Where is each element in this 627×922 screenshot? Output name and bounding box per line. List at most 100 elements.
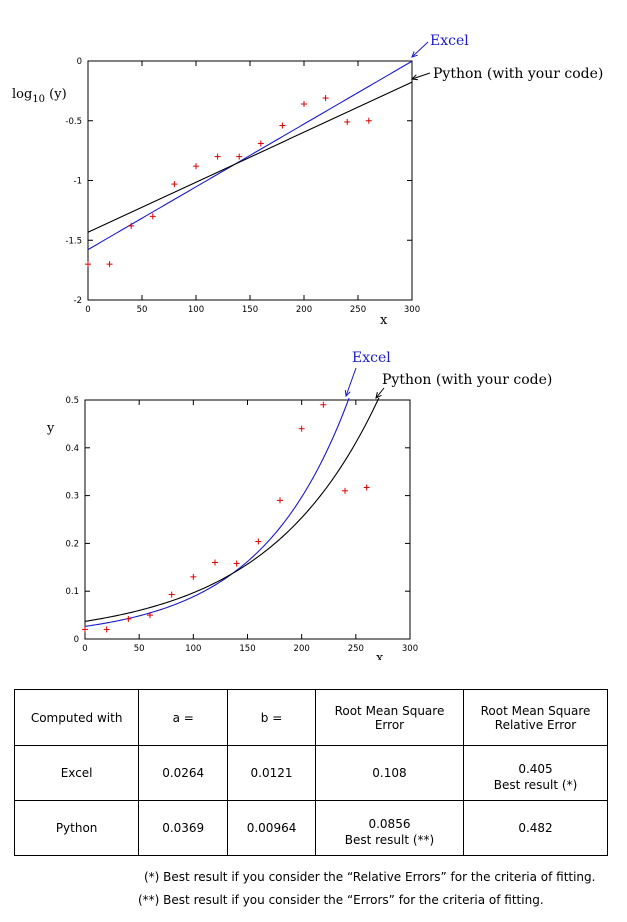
log-chart: log10 (y) x Excel Python (with your code… — [12, 33, 603, 328]
linear-chart-xtick-label: 300 — [402, 644, 418, 654]
results-table: Computed with a = b = Root Mean Square E… — [13, 689, 608, 856]
cell-b: 0.0121 — [227, 745, 316, 801]
cell-rmse-value: 0.0856 — [368, 817, 411, 831]
linear-chart-xtick-label: 200 — [294, 644, 310, 654]
linear-chart-data-point — [277, 497, 283, 504]
footnote-errors: (**) Best result if you consider the “Er… — [138, 893, 544, 907]
log-chart-xtick-label: 150 — [242, 305, 258, 315]
linear-chart-data-point — [82, 626, 88, 633]
log-chart-data-point — [106, 261, 113, 268]
linear-chart-excel-curve — [85, 398, 350, 627]
log-chart-data-point — [236, 153, 243, 160]
log-chart-data-point — [365, 117, 372, 124]
cell-rmsre: 0.405 Best result (*) — [463, 745, 608, 801]
log-chart-xtick-label: 300 — [404, 305, 420, 315]
cell-a: 0.0369 — [138, 800, 229, 856]
cell-rmsre-note: Best result (*) — [493, 778, 578, 792]
log-chart-data-point — [193, 163, 199, 170]
log-chart-excel-label: Excel — [430, 33, 469, 49]
log-chart-data-point — [322, 95, 329, 102]
log-chart-excel-arrow — [411, 41, 429, 58]
log-chart-frame — [87, 60, 413, 301]
linear-chart-python-arrow-head — [375, 392, 382, 399]
linear-chart-data-point — [103, 626, 110, 633]
table-header-row: Computed with a = b = Root Mean Square E… — [13, 689, 608, 746]
log-chart-xtick-label: 0 — [85, 305, 90, 315]
linear-chart-excel-arrow-head — [344, 389, 351, 398]
log-chart-data-point — [128, 222, 135, 229]
linear-chart-ytick-label: 0.3 — [65, 492, 79, 502]
linear-chart-xtick-label: 100 — [185, 644, 201, 654]
linear-chart: y x Excel Python (with your code) 0 50 100… — [46, 350, 552, 660]
log-chart-data-point — [257, 140, 264, 147]
linear-chart-data-point — [190, 573, 197, 580]
log-chart-xtick-label: 100 — [188, 305, 204, 315]
log-chart-python-curve — [88, 81, 413, 233]
header-a: a = — [138, 689, 229, 746]
log-chart-xtick-label: 250 — [350, 305, 366, 315]
cell-rmse: 0.0856 Best result (**) — [314, 800, 465, 856]
header-b: b = — [227, 689, 316, 746]
log-chart-data-point — [171, 181, 178, 188]
linear-chart-python-arrow — [375, 387, 385, 399]
log-chart-data-point — [214, 153, 221, 160]
log-chart-python-label: Python (with your code) — [433, 66, 603, 82]
log-chart-python-arrow-head — [410, 74, 419, 81]
linear-chart-xtick-label: 50 — [134, 644, 145, 654]
linear-chart-ytick-label: 0.4 — [65, 444, 79, 454]
table-row: Python 0.0369 0.00964 0.0856 Best result… — [13, 800, 608, 856]
header-rmsre: Root Mean Square Relative Error — [463, 689, 608, 746]
log-chart-xtick-label: 50 — [137, 305, 148, 315]
header-rmse: Root Mean Square Error — [314, 689, 465, 746]
linear-chart-data-point — [125, 615, 132, 622]
log-chart-python-arrow — [411, 72, 431, 80]
cell-b: 0.00964 — [227, 800, 316, 856]
header-rmsre-text: Root Mean Square Relative Error — [480, 703, 591, 732]
linear-chart-data-point — [342, 487, 348, 494]
linear-chart-ytick-label: 0 — [74, 635, 79, 645]
linear-chart-ytick-label: 0.5 — [65, 396, 79, 406]
linear-chart-data-point — [168, 591, 175, 598]
cell-rmsre-value: 0.405 — [518, 762, 553, 776]
linear-chart-ytick-label: 0.1 — [65, 587, 79, 597]
linear-chart-data-point — [212, 559, 218, 566]
log-chart-xtick-label: 200 — [296, 305, 312, 315]
log-chart-ytick-label: -1.5 — [65, 236, 82, 246]
linear-chart-data-point — [363, 484, 370, 491]
linear-chart-data-point — [255, 538, 262, 545]
log-chart-data-point — [85, 261, 91, 268]
linear-chart-ytick-label: 0.2 — [65, 539, 79, 549]
log-chart-data-point — [149, 213, 156, 220]
linear-chart-python-curve — [85, 398, 380, 622]
linear-chart-ylabel: y — [46, 421, 55, 436]
linear-chart-frame — [84, 399, 411, 640]
log-chart-ytick-label: -2 — [74, 296, 82, 306]
linear-chart-xlabel: x — [376, 651, 384, 660]
linear-chart-excel-arrow — [345, 367, 357, 397]
header-rmse-text: Root Mean Square Error — [334, 703, 445, 732]
log-chart-ylabel: log10 (y) — [12, 87, 67, 105]
log-chart-data-point — [301, 101, 307, 108]
log-chart-excel-curve — [88, 60, 413, 251]
linear-chart-data-point — [320, 401, 327, 408]
linear-chart-data-point — [147, 612, 153, 619]
cell-name: Excel — [13, 745, 140, 801]
footnote-relative-errors: (*) Best result if you consider the “Rel… — [144, 870, 596, 884]
table-row: Excel 0.0264 0.0121 0.108 0.405 Best res… — [13, 745, 608, 801]
cell-rmsre: 0.482 — [463, 800, 608, 856]
log-chart-excel-arrow-head — [411, 51, 418, 58]
cell-rmse-note: Best result (**) — [344, 833, 435, 847]
linear-chart-excel-label: Excel — [352, 350, 391, 366]
linear-chart-xtick-label: 250 — [348, 644, 364, 654]
linear-chart-data-point — [233, 560, 240, 567]
cell-a: 0.0264 — [138, 745, 229, 801]
header-computed-with: Computed with — [13, 689, 140, 746]
linear-chart-xtick-label: 0 — [82, 644, 87, 654]
log-chart-ytick-label: -1 — [74, 177, 82, 187]
log-chart-xlabel: x — [380, 313, 388, 328]
linear-chart-python-label: Python (with your code) — [382, 372, 552, 388]
log-chart-ytick-label: -0.5 — [65, 117, 82, 127]
linear-chart-xtick-label: 150 — [239, 644, 255, 654]
cell-name: Python — [13, 800, 140, 856]
log-chart-data-point — [279, 122, 286, 129]
